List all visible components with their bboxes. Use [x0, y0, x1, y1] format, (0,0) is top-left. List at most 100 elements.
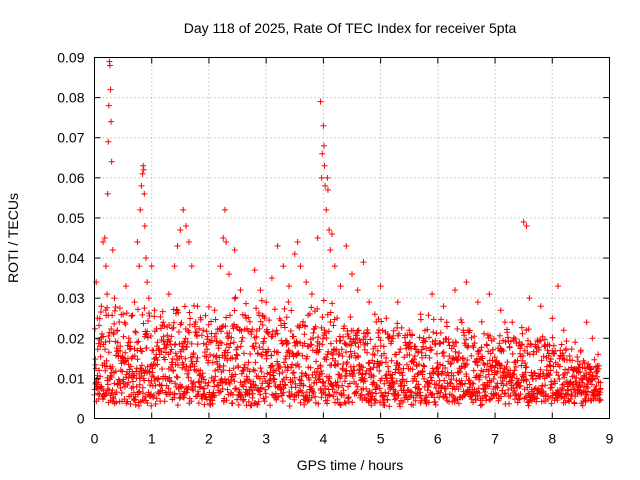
x-tick-label: 0 [91, 431, 99, 447]
data-point [127, 401, 134, 408]
data-point [381, 350, 388, 357]
data-point [424, 326, 431, 333]
data-point [376, 385, 383, 392]
data-point [583, 391, 590, 398]
data-point [323, 206, 330, 213]
data-point [160, 319, 167, 326]
data-point [284, 363, 291, 370]
data-point [474, 362, 481, 369]
data-point [191, 323, 198, 330]
data-point [517, 345, 524, 352]
data-point [419, 354, 426, 361]
data-point [339, 382, 346, 389]
data-point [312, 374, 319, 381]
data-point [294, 239, 301, 246]
data-point [205, 303, 212, 310]
data-point [297, 263, 304, 270]
data-point [303, 389, 310, 396]
y-tick-labels: 0 0.01 0.02 0.03 0.04 0.05 0.06 0.07 0.08 0.09 [57, 50, 84, 427]
data-point [319, 341, 326, 348]
data-point [178, 353, 185, 360]
data-point [458, 377, 465, 384]
data-point [194, 341, 201, 348]
data-point [139, 170, 146, 177]
data-point [531, 385, 538, 392]
data-point [284, 340, 291, 347]
data-point [346, 380, 353, 387]
data-point [533, 395, 540, 402]
data-point [256, 325, 263, 332]
data-point [252, 382, 259, 389]
data-point [390, 327, 397, 334]
data-point [111, 307, 118, 314]
data-point [523, 327, 530, 334]
data-point [116, 377, 123, 384]
data-point [452, 348, 459, 355]
data-point [273, 394, 280, 401]
data-point [296, 363, 303, 370]
data-point [577, 368, 584, 375]
data-point [357, 339, 364, 346]
data-point [483, 393, 490, 400]
data-point [411, 356, 418, 363]
data-point [127, 345, 134, 352]
data-point [396, 349, 403, 356]
data-point [459, 381, 466, 388]
data-point [137, 347, 144, 354]
data-point [448, 360, 455, 367]
data-point [279, 369, 286, 376]
data-point [303, 279, 310, 286]
data-point [423, 345, 430, 352]
data-point [275, 393, 282, 400]
data-point [200, 327, 207, 334]
data-point [324, 186, 331, 193]
data-point [125, 379, 132, 386]
data-point [287, 327, 294, 334]
data-point [223, 314, 230, 321]
data-point [597, 385, 604, 392]
data-point [211, 307, 218, 314]
data-point [218, 340, 225, 347]
data-point [103, 357, 110, 364]
data-point [185, 367, 192, 374]
data-point [426, 380, 433, 387]
data-point [327, 247, 334, 254]
y-tick-label: 0.01 [57, 370, 84, 386]
data-point [291, 374, 298, 381]
data-point [497, 374, 504, 381]
data-point [281, 305, 288, 312]
data-point [200, 340, 207, 347]
data-point [205, 379, 212, 386]
data-point [370, 379, 377, 386]
data-point [100, 239, 107, 246]
data-point [315, 400, 322, 407]
data-point [315, 334, 322, 341]
data-point [129, 312, 136, 319]
data-point [437, 361, 444, 368]
data-point [362, 333, 369, 340]
data-point [188, 398, 195, 405]
data-point [349, 271, 355, 278]
data-point [532, 343, 539, 350]
data-point [238, 338, 245, 345]
data-point [317, 362, 324, 369]
x-tick-label: 6 [434, 431, 442, 447]
data-point [388, 357, 395, 364]
data-point [496, 332, 503, 339]
data-point [342, 400, 349, 407]
data-point [330, 383, 337, 390]
data-point [494, 384, 501, 391]
data-point [521, 386, 528, 393]
data-point [144, 363, 151, 370]
data-point [470, 344, 477, 351]
data-point [112, 338, 119, 345]
x-tick-label: 9 [606, 431, 614, 447]
data-point [304, 353, 311, 360]
data-point [173, 373, 180, 380]
data-point [394, 320, 401, 327]
data-point [518, 342, 525, 349]
data-point [220, 235, 227, 241]
data-point [314, 235, 321, 241]
data-point [512, 363, 519, 370]
x-tick-label: 7 [491, 431, 499, 447]
